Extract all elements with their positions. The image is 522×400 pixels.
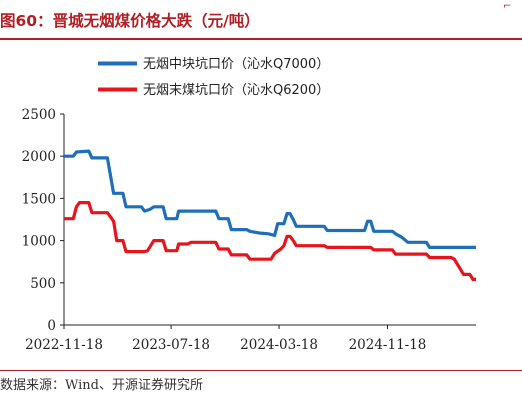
y-tick-label: 2000	[22, 149, 56, 165]
chart-legend: 无烟中块坑口价（沁水Q7000） 无烟末煤坑口价（沁水Q6200）	[98, 57, 329, 98]
price-line-chart: 无烟中块坑口价（沁水Q7000） 无烟末煤坑口价（沁水Q6200） 0 500 10…	[22, 57, 476, 353]
x-tick-label: 2023-07-18	[132, 337, 210, 353]
y-tick-label: 1000	[22, 234, 56, 250]
series-line-1	[64, 149, 476, 249]
y-tick-label: 1500	[22, 191, 56, 207]
x-tick-label: 2024-11-18	[349, 337, 427, 353]
corner-mark-icon: ⌐	[503, 1, 512, 12]
title-rule	[0, 38, 522, 40]
legend-label-series-2: 无烟末煤坑口价（沁水Q6200）	[143, 83, 329, 98]
series-line-2	[64, 201, 476, 281]
footer-rule	[0, 370, 522, 371]
x-tick-label: 2022-11-18	[25, 337, 103, 353]
y-tick-label: 0	[47, 318, 56, 334]
figure-title: 图60：晋城无烟煤价格大跌（元/吨）	[0, 12, 260, 30]
chart-axes: 0 500 1000 1500 2000 2500 2022-11-18 2023-07-18…	[22, 107, 476, 353]
legend-label-series-1: 无烟中块坑口价（沁水Q7000）	[143, 57, 329, 72]
y-tick-label: 2500	[22, 107, 56, 123]
y-tick-label: 500	[30, 276, 56, 292]
x-tick-label: 2024-03-18	[240, 337, 318, 353]
source-note: 数据来源：Wind、开源证券研究所	[0, 378, 203, 393]
chart-plot-area	[64, 149, 476, 281]
